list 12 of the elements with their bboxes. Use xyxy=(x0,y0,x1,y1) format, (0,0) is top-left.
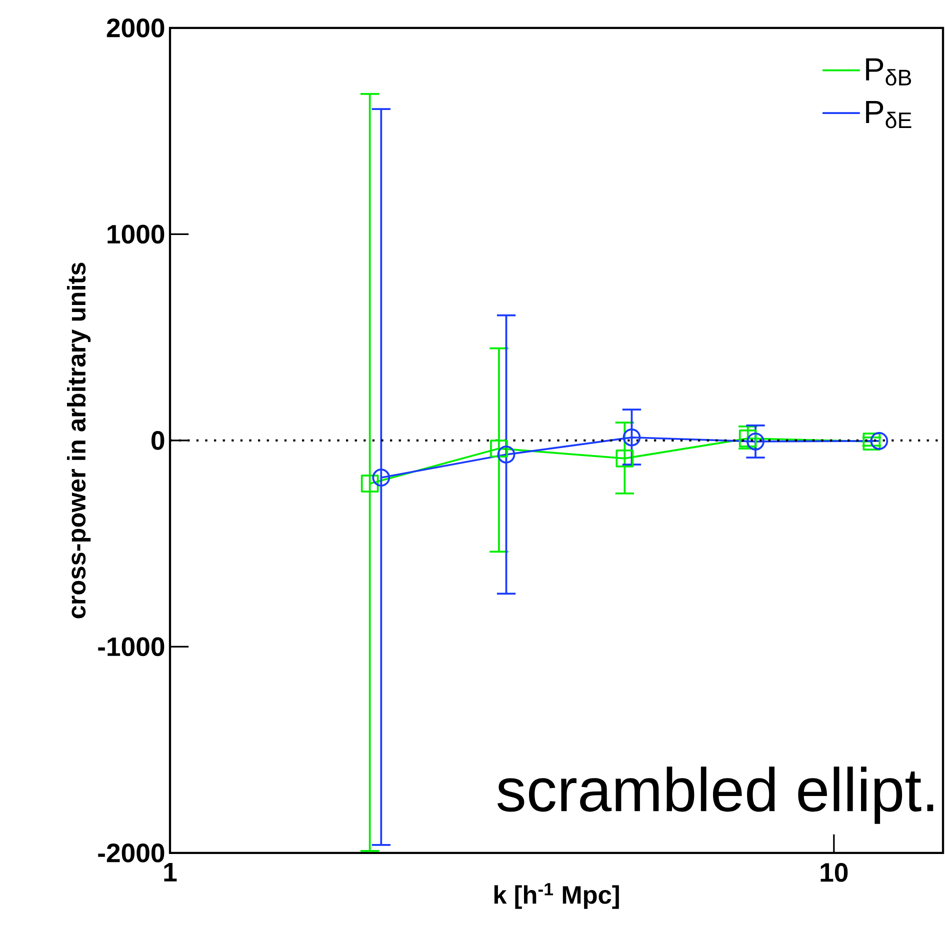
y-axis-title: cross-power in arbitrary units xyxy=(66,262,91,618)
legend-label: P$_{δB}$ xyxy=(866,58,912,86)
y-tick-label: -1000 xyxy=(98,637,164,656)
annotation: scrambled ellipt. xyxy=(497,766,934,824)
y-tick-label: 2000 xyxy=(106,18,164,38)
y-tick-label: 0 xyxy=(152,431,164,450)
x-tick-label: 1 xyxy=(164,863,177,882)
legend-label: P$_{δE}$ xyxy=(866,101,912,128)
y-tick-label: 1000 xyxy=(108,224,164,244)
x-axis-title: k [h$^{-1}$ Mpc] xyxy=(494,883,619,909)
y-tick-label: -2000 xyxy=(98,844,164,862)
x-tick-label: 10 xyxy=(820,863,848,882)
